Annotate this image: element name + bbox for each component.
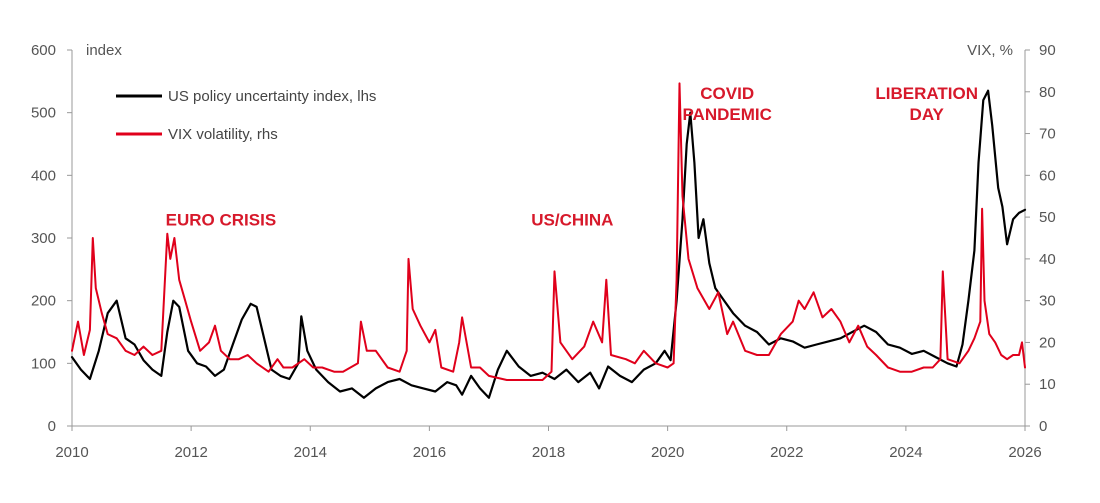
x-tick-label: 2026 <box>1008 444 1041 461</box>
right-tick-label: 70 <box>1039 126 1056 143</box>
left-tick-label: 200 <box>31 293 56 310</box>
annotation-label: LIBERATION <box>875 84 978 103</box>
annotation-label: EURO CRISIS <box>166 210 277 229</box>
left-tick-label: 100 <box>31 355 56 372</box>
legend-label-vix: VIX volatility, rhs <box>168 126 278 143</box>
right-tick-label: 80 <box>1039 84 1056 101</box>
series-line-vix <box>71 82 1026 381</box>
x-tick-label: 2018 <box>532 444 565 461</box>
left-tick-label: 300 <box>31 230 56 247</box>
x-tick-label: 2024 <box>889 444 922 461</box>
left-tick-label: 0 <box>48 418 56 435</box>
right-axis-unit-label: VIX, % <box>967 42 1013 59</box>
annotation-label: DAY <box>910 105 945 124</box>
right-tick-label: 40 <box>1039 251 1056 268</box>
left-tick-label: 600 <box>31 42 56 59</box>
left-axis-unit-label: index <box>86 42 122 59</box>
right-tick-label: 10 <box>1039 376 1056 393</box>
right-tick-label: 30 <box>1039 293 1056 310</box>
left-tick-label: 400 <box>31 167 56 184</box>
series-layer <box>70 82 1027 399</box>
right-tick-label: 20 <box>1039 334 1056 351</box>
left-axis-ticks: 0 100 200 300 400 500 600 <box>31 42 72 435</box>
x-tick-label: 2012 <box>174 444 207 461</box>
right-tick-label: 0 <box>1039 418 1047 435</box>
right-axis-ticks: 0 10 20 30 40 50 60 70 80 90 <box>1025 42 1056 435</box>
right-tick-label: 50 <box>1039 209 1056 226</box>
annotations: EURO CRISIS US/CHINA COVID PANDEMIC LIBERATI… <box>166 84 978 230</box>
annotation-label: US/CHINA <box>531 210 613 229</box>
x-tick-label: 2014 <box>294 444 327 461</box>
legend-label-policy-uncertainty: US policy uncertainty index, lhs <box>168 88 376 105</box>
left-tick-label: 500 <box>31 105 56 122</box>
x-tick-label: 2022 <box>770 444 803 461</box>
x-tick-label: 2020 <box>651 444 684 461</box>
plot-frame <box>71 50 1026 427</box>
right-tick-label: 90 <box>1039 42 1056 59</box>
series-line-policy-uncertainty <box>70 89 1027 399</box>
annotation-label: PANDEMIC <box>682 105 771 124</box>
right-tick-label: 60 <box>1039 167 1056 184</box>
x-tick-label: 2016 <box>413 444 446 461</box>
x-axis-ticks: 2010 2012 2014 2016 2018 2020 2022 2024 2026 <box>55 426 1042 461</box>
legend: US policy uncertainty index, lhs VIX vol… <box>116 88 376 143</box>
annotation-label: COVID <box>700 84 754 103</box>
x-tick-label: 2010 <box>55 444 88 461</box>
